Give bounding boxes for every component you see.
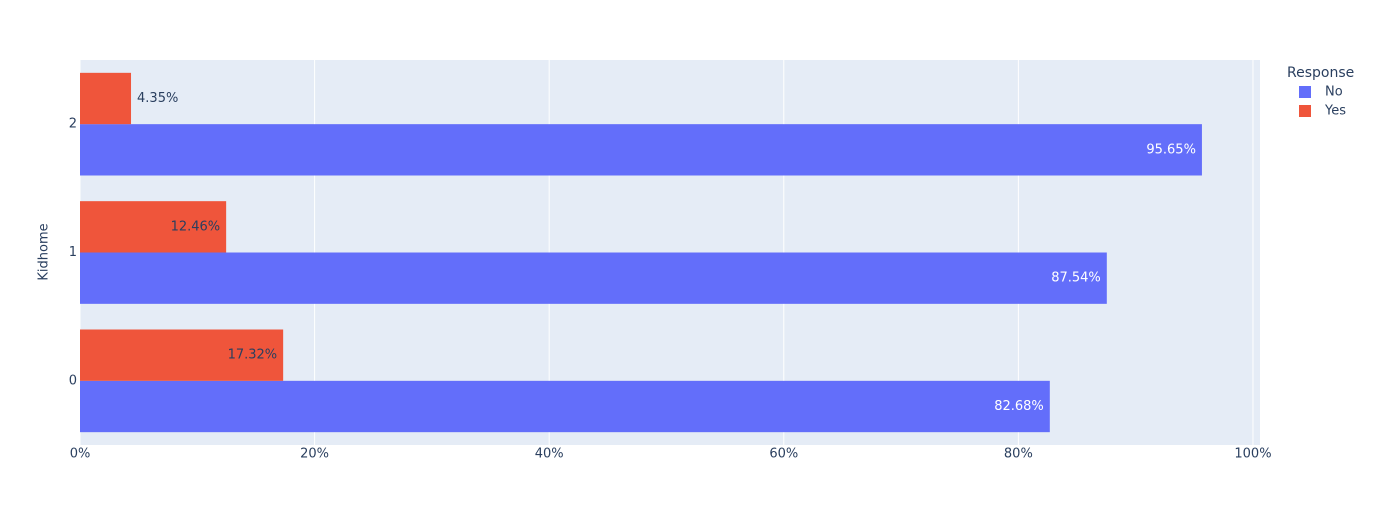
legend-swatch[interactable] bbox=[1299, 105, 1311, 117]
value-label: 4.35% bbox=[137, 91, 178, 106]
bar bbox=[80, 124, 1202, 176]
value-label: 95.65% bbox=[1146, 142, 1196, 157]
bar bbox=[80, 201, 227, 253]
x-tick-label: 60% bbox=[769, 447, 798, 462]
y-tick-label: 2 bbox=[69, 117, 77, 132]
x-tick-label: 80% bbox=[1004, 447, 1033, 462]
y-axis-title: Kidhome bbox=[37, 223, 52, 280]
value-label: 87.54% bbox=[1051, 271, 1101, 286]
bar bbox=[80, 252, 1107, 304]
x-tick-label: 20% bbox=[300, 447, 329, 462]
y-tick-label: 0 bbox=[69, 373, 77, 388]
y-tick-label: 1 bbox=[69, 245, 77, 260]
bar bbox=[80, 380, 1050, 433]
legend-label[interactable]: No bbox=[1325, 85, 1343, 100]
x-tick-label: 0% bbox=[70, 447, 91, 462]
value-label: 12.46% bbox=[171, 219, 221, 234]
x-tick-label: 40% bbox=[535, 447, 564, 462]
bar bbox=[80, 72, 132, 125]
legend-swatch[interactable] bbox=[1299, 86, 1311, 98]
legend-label[interactable]: Yes bbox=[1324, 104, 1346, 119]
legend-title: Response bbox=[1287, 65, 1354, 81]
bar bbox=[80, 329, 284, 381]
value-label: 17.32% bbox=[228, 348, 278, 363]
value-label: 82.68% bbox=[994, 399, 1044, 414]
x-tick-label: 100% bbox=[1234, 447, 1271, 462]
